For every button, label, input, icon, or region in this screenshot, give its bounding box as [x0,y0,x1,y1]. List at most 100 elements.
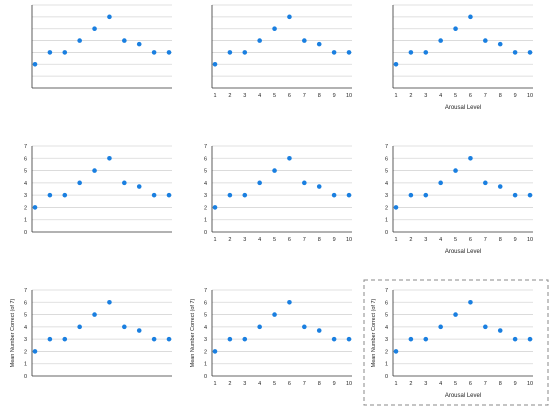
y-tick-label: 5 [204,169,207,175]
x-tick-label: 4 [439,237,442,243]
data-point [331,336,337,342]
data-point [468,14,473,20]
data-point [92,168,97,173]
x-tick-label: 5 [273,93,276,99]
x-tick-label: 6 [288,381,291,387]
x-tick-label: 6 [469,381,472,387]
x-tick-label: 9 [333,93,336,99]
x-tick-label: 10 [346,237,352,243]
data-point [393,205,399,210]
x-tick-label: 1 [213,93,216,99]
data-point [136,41,142,47]
y-tick-label: 4 [24,181,27,187]
y-tick-label: 7 [204,144,207,150]
x-tick-label: 2 [228,237,231,243]
x-tick-label: 5 [454,381,457,387]
data-point [423,336,429,342]
x-tick-label: 5 [454,93,457,99]
data-point [497,41,503,47]
data-point [107,155,112,161]
data-point [468,155,473,161]
x-tick-label: 4 [439,381,442,387]
data-point [107,299,112,305]
data-point [242,192,248,198]
y-tick-label: 4 [204,181,207,187]
chart-panel-row1-col2: 1 2 3 4 5 6 7 8 9 10 [211,4,352,99]
data-point [331,50,337,55]
y-axis-title: Mean Number Correct (of 7) [10,298,16,367]
data-point [47,336,53,342]
data-point [527,50,533,55]
x-tick-label: 10 [527,237,533,243]
data-point [423,50,429,55]
x-tick-label: 1 [213,381,216,387]
data-point [287,299,292,305]
data-point [316,184,322,189]
y-tick-label: 2 [385,349,388,355]
data-point [512,192,518,198]
data-point [62,336,68,342]
y-tick-label: 2 [204,205,207,211]
data-point [408,50,414,55]
chart-panel-row1-col3: 1 2 3 4 5 6 7 8 9 10 Arousal Level [392,4,533,111]
x-tick-label: 8 [318,381,321,387]
x-tick-label: 9 [333,237,336,243]
data-point [136,184,142,189]
y-tick-label: 1 [204,362,207,368]
data-point [212,61,218,67]
x-tick-label: 4 [258,237,261,243]
data-point [316,41,322,47]
x-tick-label: 7 [484,237,487,243]
data-point [166,50,172,55]
data-point [122,324,127,330]
selection-frame [363,279,549,406]
data-point [227,192,233,198]
y-tick-label: 0 [204,374,207,380]
x-tick-label: 4 [258,381,261,387]
y-tick-label: 4 [385,325,388,331]
x-axis-title: Arousal Level [445,249,481,255]
data-point [257,324,262,330]
y-tick-label: 1 [24,218,27,224]
data-point [316,328,322,333]
y-tick-label: 3 [204,337,207,343]
x-tick-label: 9 [514,237,517,243]
x-tick-label: 1 [394,381,397,387]
y-tick-label: 5 [24,169,27,175]
x-tick-label: 7 [484,381,487,387]
y-tick-label: 7 [24,144,27,150]
data-point [107,14,112,20]
y-tick-label: 6 [204,300,207,306]
data-point [438,324,443,330]
x-tick-label: 6 [288,93,291,99]
y-tick-label: 6 [24,300,27,306]
data-point [393,61,399,67]
data-point [242,50,248,55]
y-tick-label: 0 [204,230,207,236]
x-tick-label: 2 [228,381,231,387]
x-tick-label: 10 [346,93,352,99]
x-tick-label: 2 [409,381,412,387]
y-tick-label: 5 [204,313,207,319]
data-point [257,38,262,43]
data-point [77,38,82,43]
x-tick-label: 7 [303,93,306,99]
x-tick-label: 7 [303,381,306,387]
y-tick-label: 3 [24,337,27,343]
y-tick-label: 7 [24,288,27,294]
data-point [136,328,142,333]
y-tick-label: 4 [204,325,207,331]
x-tick-label: 9 [333,381,336,387]
data-point [122,180,127,186]
data-point [32,205,38,210]
data-point [227,50,233,55]
y-tick-label: 3 [204,193,207,199]
data-point [302,38,307,43]
y-tick-label: 2 [385,205,388,211]
data-point [438,38,443,43]
data-point [453,26,458,32]
